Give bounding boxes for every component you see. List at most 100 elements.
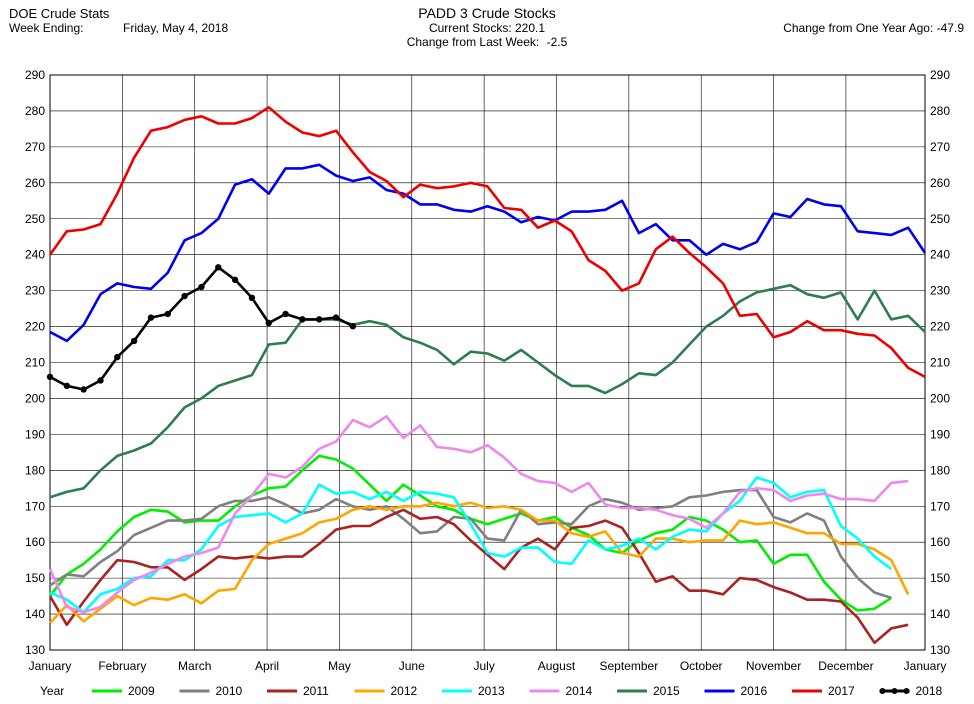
x-tick-label: December (818, 659, 873, 673)
x-tick-label: May (328, 659, 351, 673)
legend-label-2010: 2010 (216, 684, 243, 698)
current-stocks: Current Stocks: 220.1 (0, 21, 974, 35)
y-tick-label-right: 250 (930, 212, 950, 226)
y-tick-label-right: 270 (930, 140, 950, 154)
y-tick-label-left: 240 (25, 248, 45, 262)
y-tick-label-right: 160 (930, 535, 950, 549)
x-tick-label: January (904, 659, 947, 673)
legend-label-2013: 2013 (478, 684, 505, 698)
x-tick-label: March (178, 659, 211, 673)
current-stocks-value: 220.1 (515, 21, 546, 35)
y-tick-label-left: 230 (25, 284, 45, 298)
y-tick-label-left: 210 (25, 356, 45, 370)
data-point-2018 (46, 373, 54, 381)
y-tick-label-left: 140 (25, 607, 45, 621)
data-point-2018 (164, 310, 171, 318)
legend-label-2015: 2015 (653, 684, 680, 698)
x-tick-label: April (255, 659, 279, 673)
data-point-2018 (198, 283, 205, 291)
data-point-2018 (248, 294, 256, 302)
data-point-2018 (231, 276, 239, 284)
y-tick-label-left: 200 (25, 391, 45, 405)
legend-label-2018: 2018 (916, 684, 943, 698)
week-ending-label: Week Ending: (9, 21, 84, 35)
series-line-2014 (48, 415, 909, 614)
y-tick-label-right: 280 (930, 104, 950, 118)
data-point-2018 (316, 316, 323, 323)
y-tick-label-left: 280 (25, 104, 45, 118)
data-point-2018 (147, 314, 155, 321)
y-tick-label-right: 260 (930, 176, 950, 190)
series-line-2017 (48, 106, 926, 379)
y-tick-label-left: 130 (25, 643, 45, 657)
y-tick-label-right: 230 (930, 284, 950, 298)
y-tick-label-right: 140 (930, 607, 950, 621)
y-tick-label-right: 210 (930, 356, 950, 370)
data-point-2018 (265, 319, 272, 327)
series-line-2015 (49, 283, 926, 499)
x-tick-label: June (399, 659, 425, 673)
y-tick-label-left: 150 (25, 571, 45, 585)
data-point-2018 (63, 382, 71, 390)
x-tick-label: October (680, 659, 723, 673)
data-point-2018 (282, 310, 289, 318)
data-point-2018 (130, 337, 138, 345)
change-last-week: Change from Last Week: -2.5 (0, 35, 974, 49)
data-point-2018 (299, 316, 306, 323)
y-tick-label-right: 200 (930, 391, 950, 405)
x-tick-label: January (29, 659, 72, 673)
y-tick-label-right: 240 (930, 248, 950, 262)
series-line-2016 (49, 163, 927, 343)
change-week-label: Change from Last Week: (406, 35, 540, 49)
x-tick-label: November (746, 659, 801, 673)
legend-label-2017: 2017 (828, 684, 855, 698)
y-tick-label-right: 180 (930, 463, 950, 477)
y-tick-label-right: 190 (930, 427, 950, 441)
data-point-2018 (332, 314, 340, 321)
data-point-2018 (80, 386, 87, 393)
x-tick-label: September (599, 659, 658, 673)
legend-label-2012: 2012 (391, 684, 418, 698)
data-point-2018 (114, 353, 121, 361)
y-tick-label-left: 180 (25, 463, 45, 477)
legend-title: Year (40, 684, 64, 698)
chart-title: PADD 3 Crude Stocks (418, 5, 556, 21)
y-tick-label-left: 160 (25, 535, 45, 549)
week-ending-value: Friday, May 4, 2018 (123, 21, 229, 35)
y-tick-label-left: 220 (25, 320, 45, 334)
app-title: DOE Crude Stats (9, 6, 110, 21)
legend-label-2009: 2009 (128, 684, 155, 698)
y-tick-label-right: 130 (930, 643, 950, 657)
y-tick-label-left: 250 (25, 212, 45, 226)
series-line-2012 (49, 501, 910, 624)
data-point-2018 (97, 377, 104, 384)
data-point-2018 (181, 292, 188, 300)
current-stocks-label: Current Stocks: (428, 21, 512, 35)
y-tick-label-left: 190 (25, 427, 45, 441)
legend-marker-2018 (891, 688, 898, 694)
x-tick-label: July (473, 659, 494, 673)
legend-label-2014: 2014 (566, 684, 593, 698)
legend-label-2011: 2011 (303, 684, 329, 698)
x-tick-label: February (98, 659, 146, 673)
x-tick-label: August (538, 659, 576, 673)
y-tick-label-right: 220 (930, 320, 950, 334)
change-one-year: Change from One Year Ago: -47.9 (783, 21, 964, 35)
y-tick-label-left: 270 (25, 140, 45, 154)
y-tick-label-right: 290 (930, 68, 950, 82)
change-week-value: -2.5 (546, 35, 568, 49)
data-point-2018 (349, 323, 357, 330)
change-year-label: Change from One Year Ago: (783, 21, 934, 35)
y-tick-label-left: 260 (25, 176, 45, 190)
series-line-2011 (48, 508, 909, 645)
legend-marker-2018 (879, 688, 886, 694)
legend-marker-2018 (903, 688, 910, 694)
legend-label-2016: 2016 (741, 684, 768, 698)
change-year-value: -47.9 (936, 21, 964, 35)
data-point-2018 (215, 264, 222, 271)
y-tick-label-left: 290 (25, 68, 45, 82)
y-tick-label-right: 150 (930, 571, 950, 585)
y-tick-label-right: 170 (930, 499, 950, 513)
y-tick-label-left: 170 (25, 499, 45, 513)
